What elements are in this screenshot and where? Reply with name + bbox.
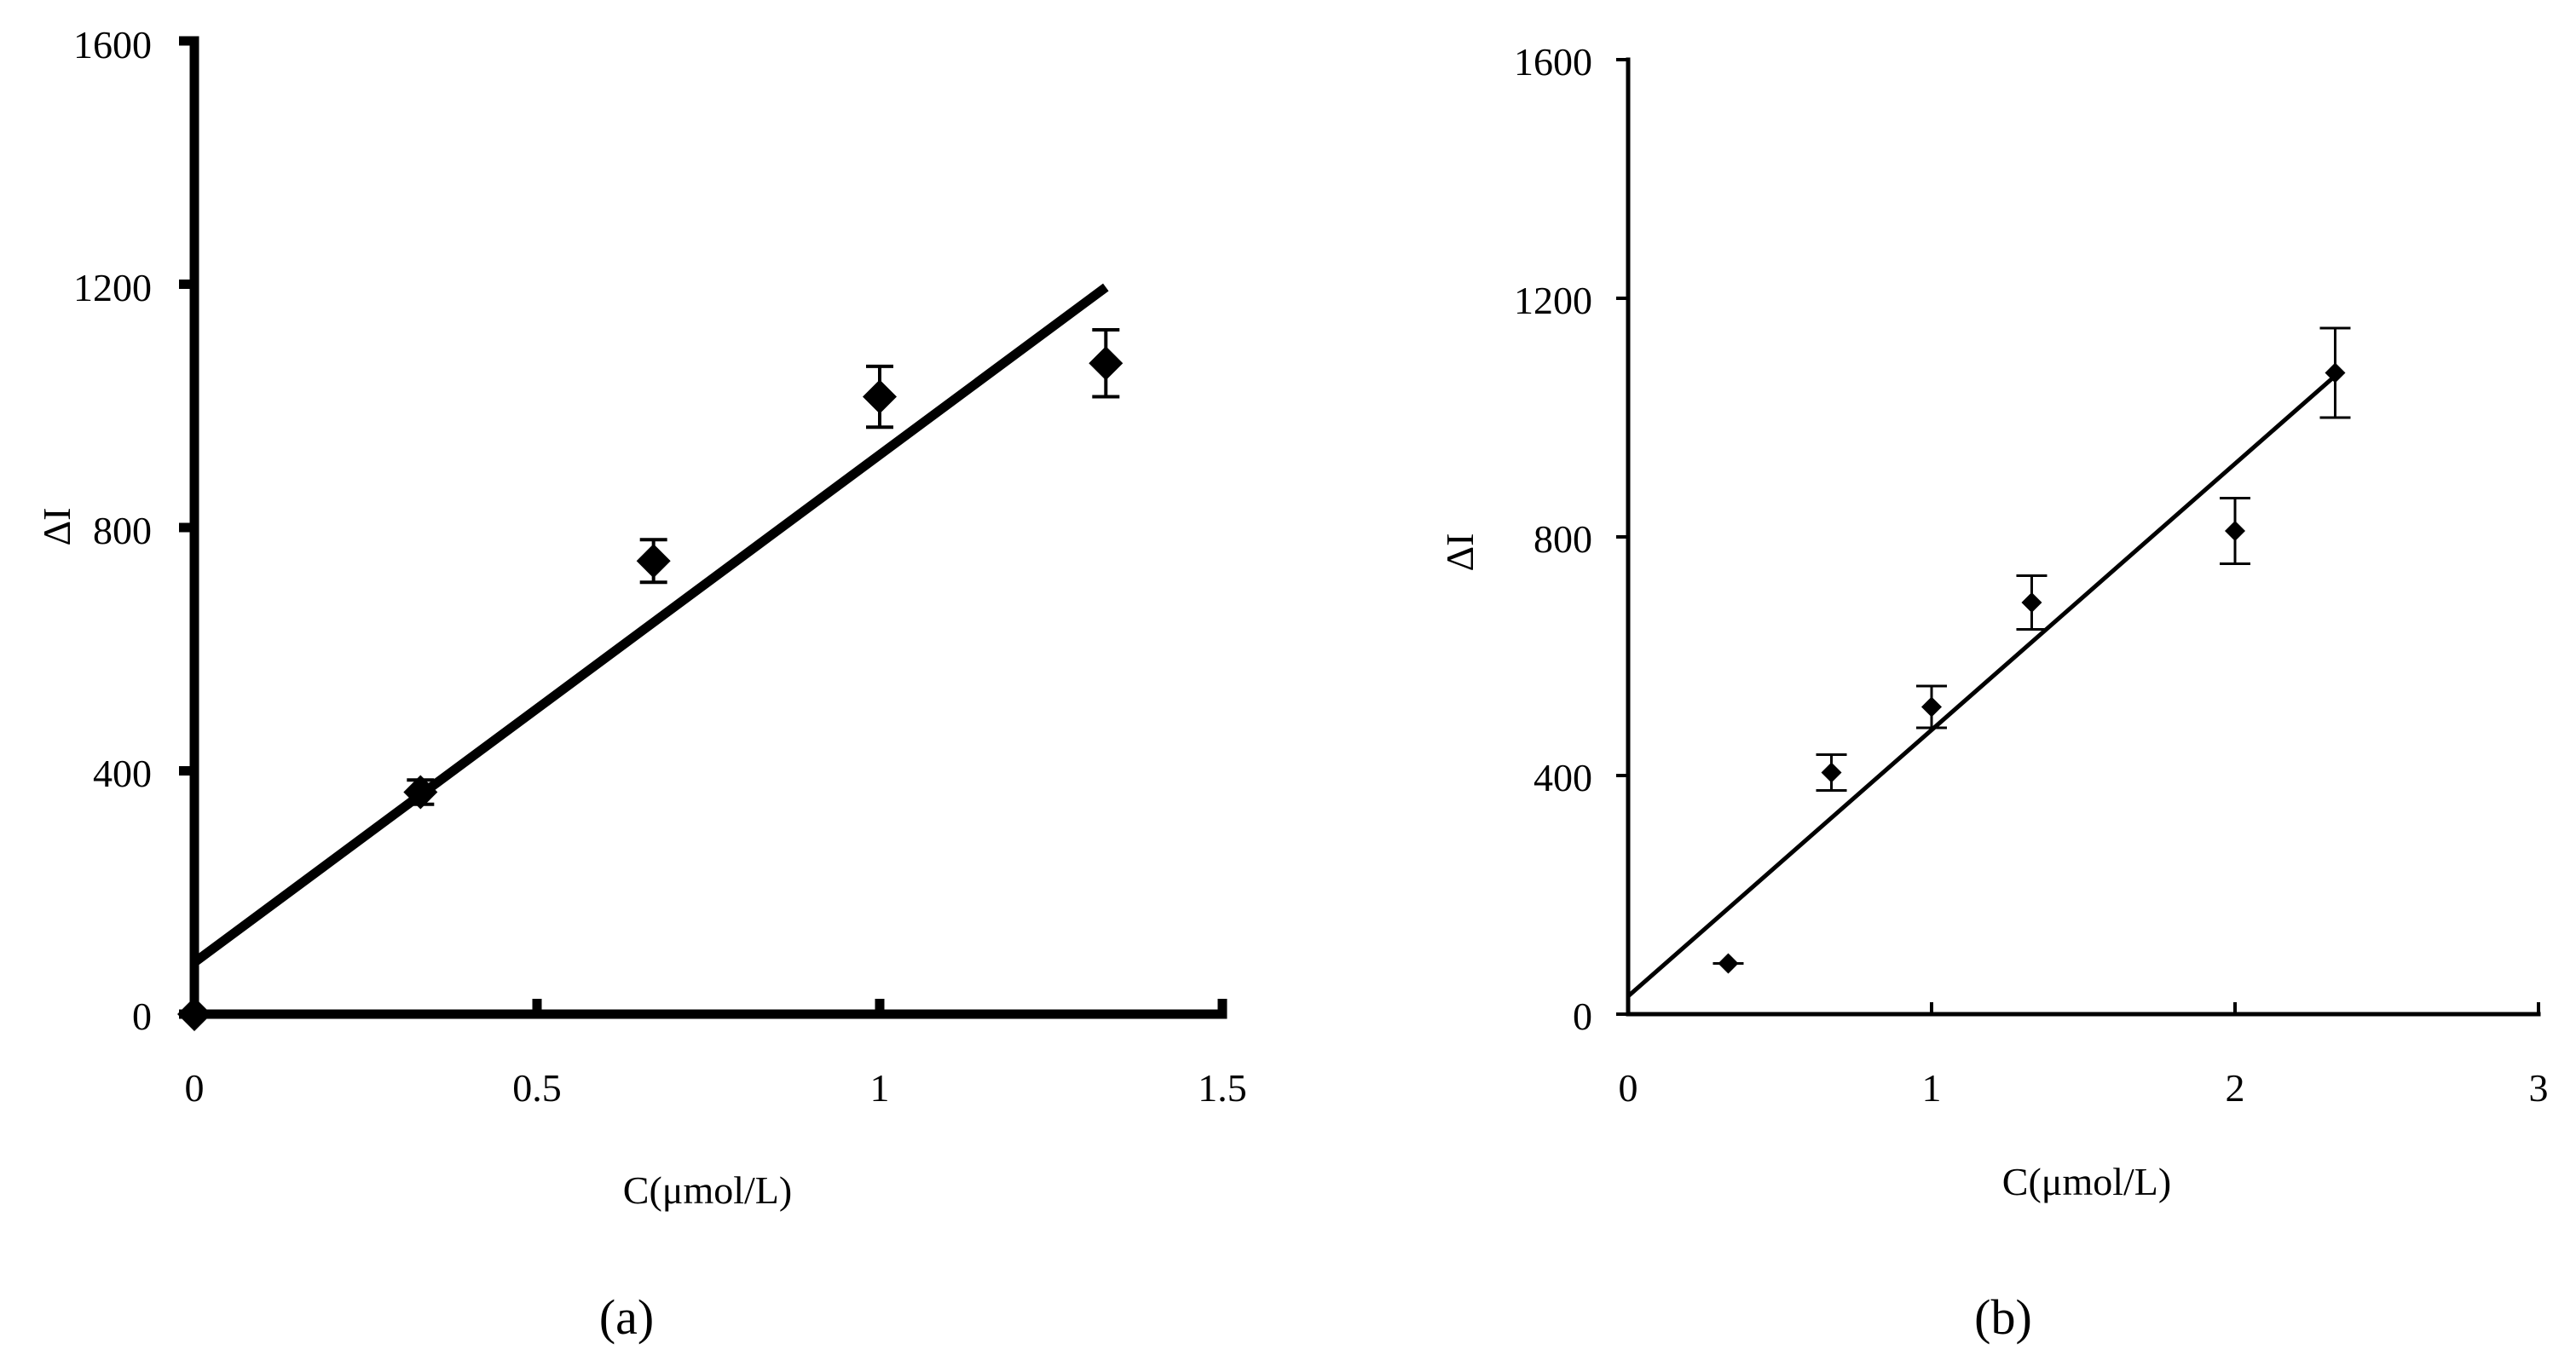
chart-b-x-tick-label: 0 (1619, 1066, 1638, 1110)
chart-a-y-tick-label: 1600 (73, 23, 152, 66)
chart-b-data-point (1921, 696, 1942, 718)
chart-a-data-point (177, 997, 211, 1031)
chart-a-panel-label: (a) (599, 1289, 654, 1345)
chart-b-y-tick-label: 0 (1573, 995, 1592, 1038)
chart-b-data-point (1718, 953, 1739, 974)
chart-a-y-tick-label: 400 (93, 752, 152, 795)
chart-b-data-point (1821, 762, 1842, 783)
chart-a-x-tick-label: 1.5 (1198, 1066, 1247, 1110)
chart-a-x-tick-label: 1 (870, 1066, 890, 1110)
chart-b: 0 400 800 1200 1600 0 1 2 3 C(μmol/L) ΔI… (1438, 40, 2549, 1345)
chart-a-x-tick-label: 0.5 (512, 1066, 562, 1110)
chart-b-y-tick-label: 800 (1533, 517, 1592, 561)
chart-a-y-axis-title: ΔI (35, 508, 78, 546)
chart-a-fit-line (191, 283, 1109, 966)
chart-b-x-tick-label: 3 (2529, 1066, 2549, 1110)
chart-a-x-axis-title: C(μmol/L) (623, 1168, 792, 1212)
chart-b-panel-label: (b) (1974, 1289, 2032, 1345)
chart-a: 0 400 800 1200 1600 0 0.5 1 1.5 C(μmol/L… (35, 23, 1247, 1345)
chart-b-x-tick-label: 1 (1922, 1066, 1942, 1110)
chart-b-y-axis-title: ΔI (1438, 533, 1481, 572)
chart-a-data-point (863, 379, 897, 414)
chart-a-y-tick-label: 1200 (73, 266, 152, 309)
chart-b-x-axis-title: C(μmol/L) (2002, 1160, 2171, 1203)
chart-b-fit-line (1626, 374, 2337, 998)
chart-a-y-tick-label: 0 (132, 995, 152, 1038)
chart-a-data-point (1089, 346, 1123, 381)
chart-a-x-tick-label: 0 (185, 1066, 205, 1110)
chart-a-data-point (636, 544, 671, 579)
chart-b-y-tick-label: 1600 (1514, 40, 1592, 84)
chart-b-data-point (2325, 362, 2346, 384)
chart-b-data-point (2225, 521, 2245, 541)
chart-b-x-tick-label: 2 (2226, 1066, 2245, 1110)
chart-b-y-tick-label: 1200 (1514, 279, 1592, 322)
chart-b-y-tick-label: 400 (1533, 756, 1592, 799)
chart-a-y-tick-label: 800 (93, 509, 152, 552)
chart-a-data-point (403, 775, 438, 810)
chart-b-data-point (2021, 592, 2042, 613)
